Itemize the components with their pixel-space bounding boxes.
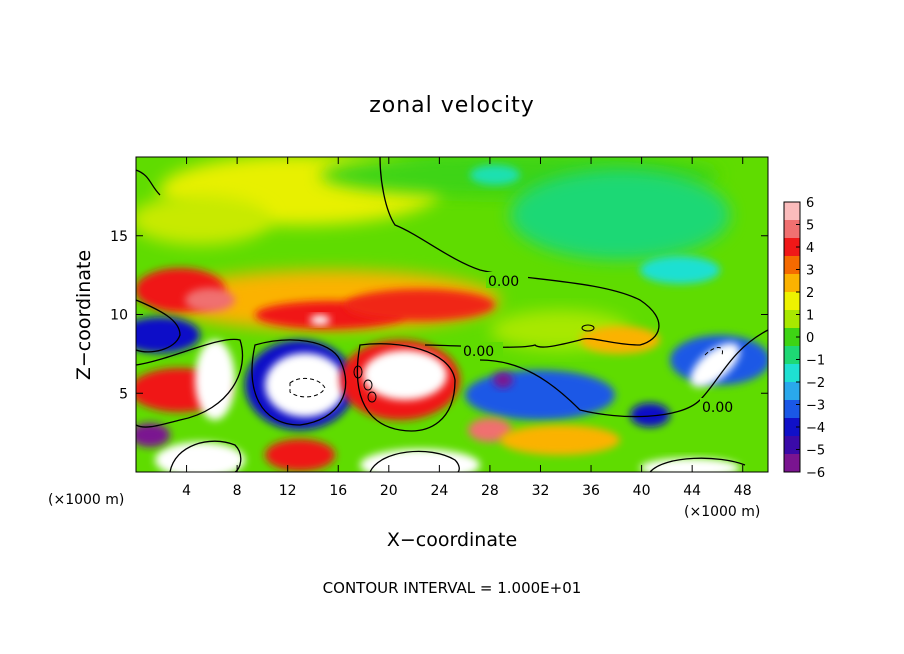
colorbar-tick-label: 4 xyxy=(806,241,814,256)
contour-line xyxy=(251,339,347,426)
colorbar-swatch xyxy=(784,364,800,383)
colorbar-tick-label: 5 xyxy=(806,219,814,234)
colorbar-swatch xyxy=(784,256,800,275)
x-tick-label: 8 xyxy=(233,483,242,499)
colorbar-tick-label: 2 xyxy=(806,286,814,301)
x-tick-label: 40 xyxy=(633,483,651,499)
colorbar-tick-label: 6 xyxy=(806,196,814,211)
colorbar-swatch xyxy=(784,292,800,311)
field-blob xyxy=(185,288,235,312)
y-axis-label: Z−coordinate xyxy=(73,250,95,380)
contour-line xyxy=(581,324,595,332)
colorbar-swatch xyxy=(784,310,800,329)
field-blob xyxy=(510,170,730,260)
colorbar-tick-label: 0 xyxy=(806,331,814,346)
x-unit-left: (×1000 m) xyxy=(48,492,124,508)
contour-line xyxy=(169,440,746,472)
colorbar-swatch xyxy=(784,418,800,437)
x-tick-label: 16 xyxy=(329,483,347,499)
field-blob xyxy=(493,372,513,388)
y-tick-label: 5 xyxy=(119,386,128,402)
contour-label: 0.00 xyxy=(702,400,733,416)
contour-line xyxy=(479,329,768,418)
colorbar-swatch xyxy=(784,436,800,455)
field-blob xyxy=(155,442,245,472)
colorbar-swatch xyxy=(784,238,800,257)
x-tick-label: 48 xyxy=(734,483,752,499)
contour-line xyxy=(356,343,456,432)
colorbar-swatch xyxy=(784,346,800,365)
contour-line xyxy=(289,377,326,398)
field-blob xyxy=(136,317,200,353)
colorbar-tick-label: −1 xyxy=(806,354,825,369)
colorbar-tick-label: −3 xyxy=(806,399,825,414)
field-blob xyxy=(345,289,495,321)
field-blob xyxy=(470,165,520,185)
field-blob xyxy=(580,326,660,354)
contour-interval-note: CONTOUR INTERVAL = 1.000E+01 xyxy=(323,579,582,597)
field-blob xyxy=(136,423,170,447)
y-axis: 5 10 15 xyxy=(110,229,768,402)
contour-line xyxy=(367,391,377,403)
colorbar-tick-label: −4 xyxy=(806,421,825,436)
x-unit-right: (×1000 m) xyxy=(684,504,760,520)
x-tick-label: 28 xyxy=(481,483,499,499)
x-tick-label: 36 xyxy=(582,483,600,499)
colorbar-swatch xyxy=(784,202,800,221)
x-tick-label: 24 xyxy=(430,483,448,499)
field-blob xyxy=(640,256,720,284)
y-tick-label: 15 xyxy=(110,229,128,245)
x-tick-label: 32 xyxy=(532,483,550,499)
field-blob xyxy=(500,425,620,455)
contour-label: 0.00 xyxy=(488,274,519,290)
chart-title: zonal velocity xyxy=(369,93,535,118)
colorbar-swatch xyxy=(784,454,800,473)
colorbar-swatch xyxy=(784,382,800,401)
x-tick-label: 4 xyxy=(182,483,191,499)
colorbar-tick-label: 3 xyxy=(806,264,814,279)
contour-line xyxy=(136,299,244,428)
colorbar-tick-label: −6 xyxy=(806,466,825,481)
y-tick-label: 10 xyxy=(110,308,128,324)
field-blob xyxy=(468,418,512,442)
colorbar-swatch xyxy=(784,400,800,419)
field-blob xyxy=(690,342,740,388)
colorbar-swatch xyxy=(784,220,800,239)
plot-area: 0.00 0.00 0.00 xyxy=(136,157,768,472)
colorbar-swatch xyxy=(784,328,800,347)
field-blob xyxy=(640,458,740,472)
field-blob xyxy=(310,315,330,325)
field-blob xyxy=(363,350,447,400)
contour-line xyxy=(363,379,373,391)
x-axis-label: X−coordinate xyxy=(387,529,517,551)
contour-line xyxy=(136,157,660,348)
x-tick-label: 20 xyxy=(380,483,398,499)
colorbar-tick-label: −5 xyxy=(806,444,825,459)
colorbar: 6 5 4 3 2 1 0 −1 −2 −3 −4 −5 −6 xyxy=(783,196,825,481)
field-blob xyxy=(265,439,335,471)
field-blob xyxy=(630,403,670,427)
colorbar-tick-label: −2 xyxy=(806,376,825,391)
colorbar-tick-label: 1 xyxy=(806,309,814,324)
contour-line xyxy=(704,347,724,356)
contour-label: 0.00 xyxy=(463,344,494,360)
x-tick-label: 44 xyxy=(683,483,701,499)
contour-line xyxy=(353,365,363,379)
colorbar-swatch xyxy=(784,274,800,293)
x-tick-label: 12 xyxy=(279,483,297,499)
field-blob xyxy=(265,353,345,417)
field-blob xyxy=(136,195,270,245)
field-blob xyxy=(195,340,235,420)
x-axis: 4 8 12 16 20 24 28 32 36 40 44 48 xyxy=(182,157,752,499)
field-blob xyxy=(360,449,480,472)
